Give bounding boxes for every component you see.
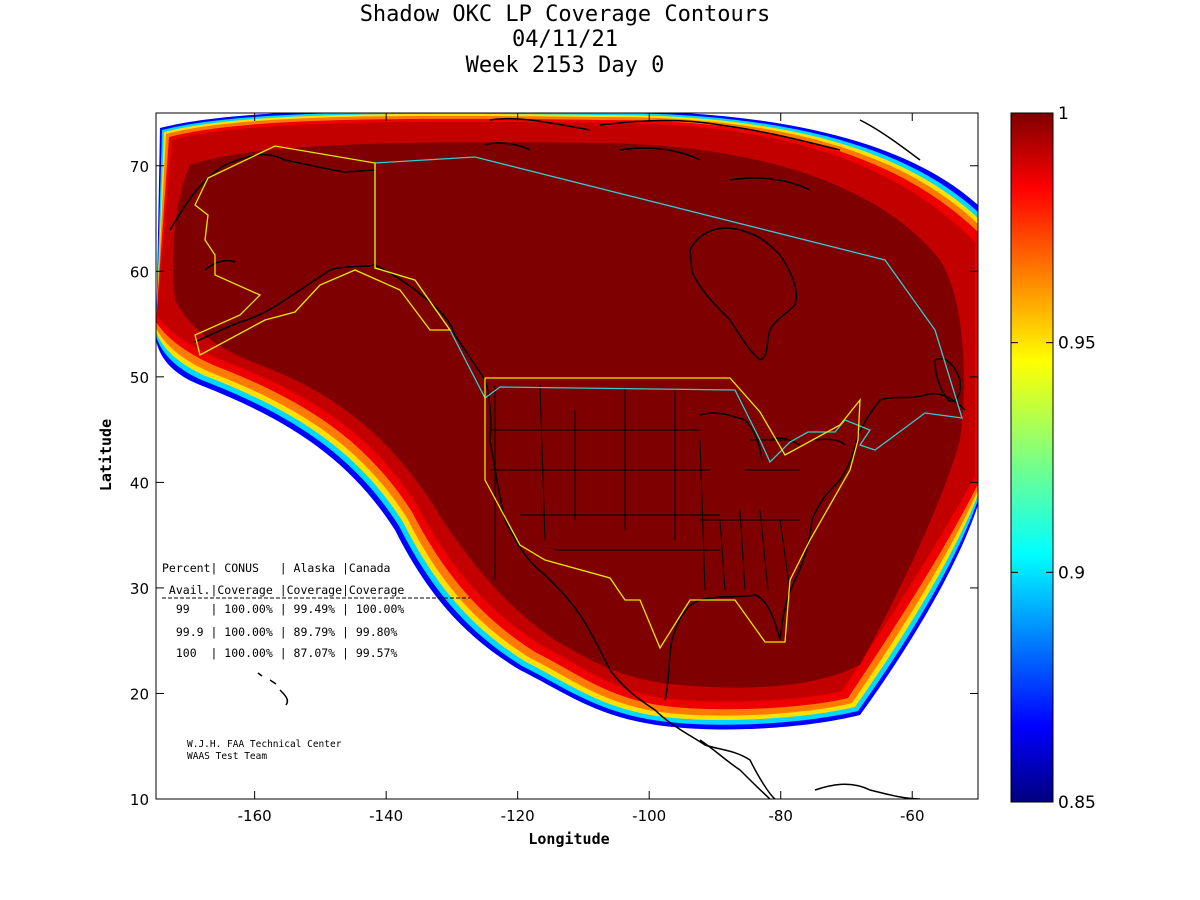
coastline-pacific-northwest	[374, 264, 776, 799]
coastline-central-america	[699, 739, 921, 799]
colorbar-tick-label: 0.95	[1058, 334, 1096, 354]
credit-line-2: WAAS Test Team	[187, 751, 267, 762]
y-tick-label: 50	[130, 369, 149, 387]
y-tick-label: 20	[130, 685, 149, 703]
x-tick-label: -80	[768, 807, 793, 825]
title-line-1: Shadow OKC LP Coverage Contours	[360, 2, 771, 27]
canada-service-boundary	[374, 156, 963, 464]
x-axis-label: Longitude	[528, 830, 609, 848]
coastline-newfoundland	[934, 358, 962, 402]
title-line-2: 04/11/21	[512, 27, 618, 52]
us-state-boundaries	[490, 384, 800, 591]
x-tick-label: -120	[501, 807, 535, 825]
x-tick-label: -100	[632, 807, 666, 825]
coastline-great-lakes	[699, 412, 846, 461]
table-row-99: 99 | 100.00% | 99.49% | 100.00%	[162, 602, 404, 616]
coastline-alaska	[169, 153, 376, 343]
colorbar-tick-label: 0.85	[1058, 793, 1096, 813]
coastline-hawaii	[257, 672, 289, 706]
y-tick-label: 30	[130, 580, 149, 598]
coastline-arctic-islands	[484, 117, 921, 191]
colorbar-gradient	[1010, 112, 1054, 803]
alaska-service-boundary	[194, 145, 452, 356]
x-tick-label: -140	[369, 807, 403, 825]
y-tick-label: 10	[130, 791, 149, 809]
title-line-3: Week 2153 Day 0	[466, 53, 665, 78]
y-tick-label: 40	[130, 474, 149, 492]
coastline-hudson-bay	[689, 227, 797, 361]
coverage-table: Percent| CONUS | Alaska |Canada Avail.|C…	[162, 561, 470, 660]
x-tick-label: -60	[900, 807, 925, 825]
y-tick-label: 60	[130, 263, 149, 281]
conus-service-boundary	[484, 377, 861, 650]
colorbar-tick-label: 0.9	[1058, 563, 1085, 583]
y-axis-ticks: 10 20 30 40 50 60 70	[130, 158, 978, 809]
coastline-gulf-atlantic	[664, 393, 966, 701]
x-axis-ticks: -160 -140 -120 -100 -80 -60	[238, 113, 925, 825]
contour-band-full-coverage	[173, 142, 964, 688]
colorbar-tick-label: 1	[1058, 104, 1069, 124]
plot-frame	[155, 112, 979, 800]
state-lines	[490, 384, 800, 591]
colorbar-ticks: 0.85 0.9 0.95 1	[1011, 104, 1096, 813]
y-tick-label: 70	[130, 158, 149, 176]
colorbar: 0.85 0.9 0.95 1	[1010, 104, 1096, 813]
table-row-100: 100 | 100.00% | 87.07% | 99.57%	[162, 646, 397, 660]
coastlines	[169, 117, 966, 799]
table-header-2: Avail.|Coverage |Coverage|Coverage	[162, 583, 404, 597]
credit-line-1: W.J.H. FAA Technical Center	[187, 739, 342, 750]
table-header-1: Percent| CONUS | Alaska |Canada	[162, 561, 390, 575]
y-axis-label: Latitude	[97, 419, 115, 491]
map-plot-area: Percent| CONUS | Alaska |Canada Avail.|C…	[156, 113, 978, 799]
x-tick-label: -160	[238, 807, 272, 825]
table-row-99-9: 99.9 | 100.00% | 89.79% | 99.80%	[162, 625, 397, 639]
